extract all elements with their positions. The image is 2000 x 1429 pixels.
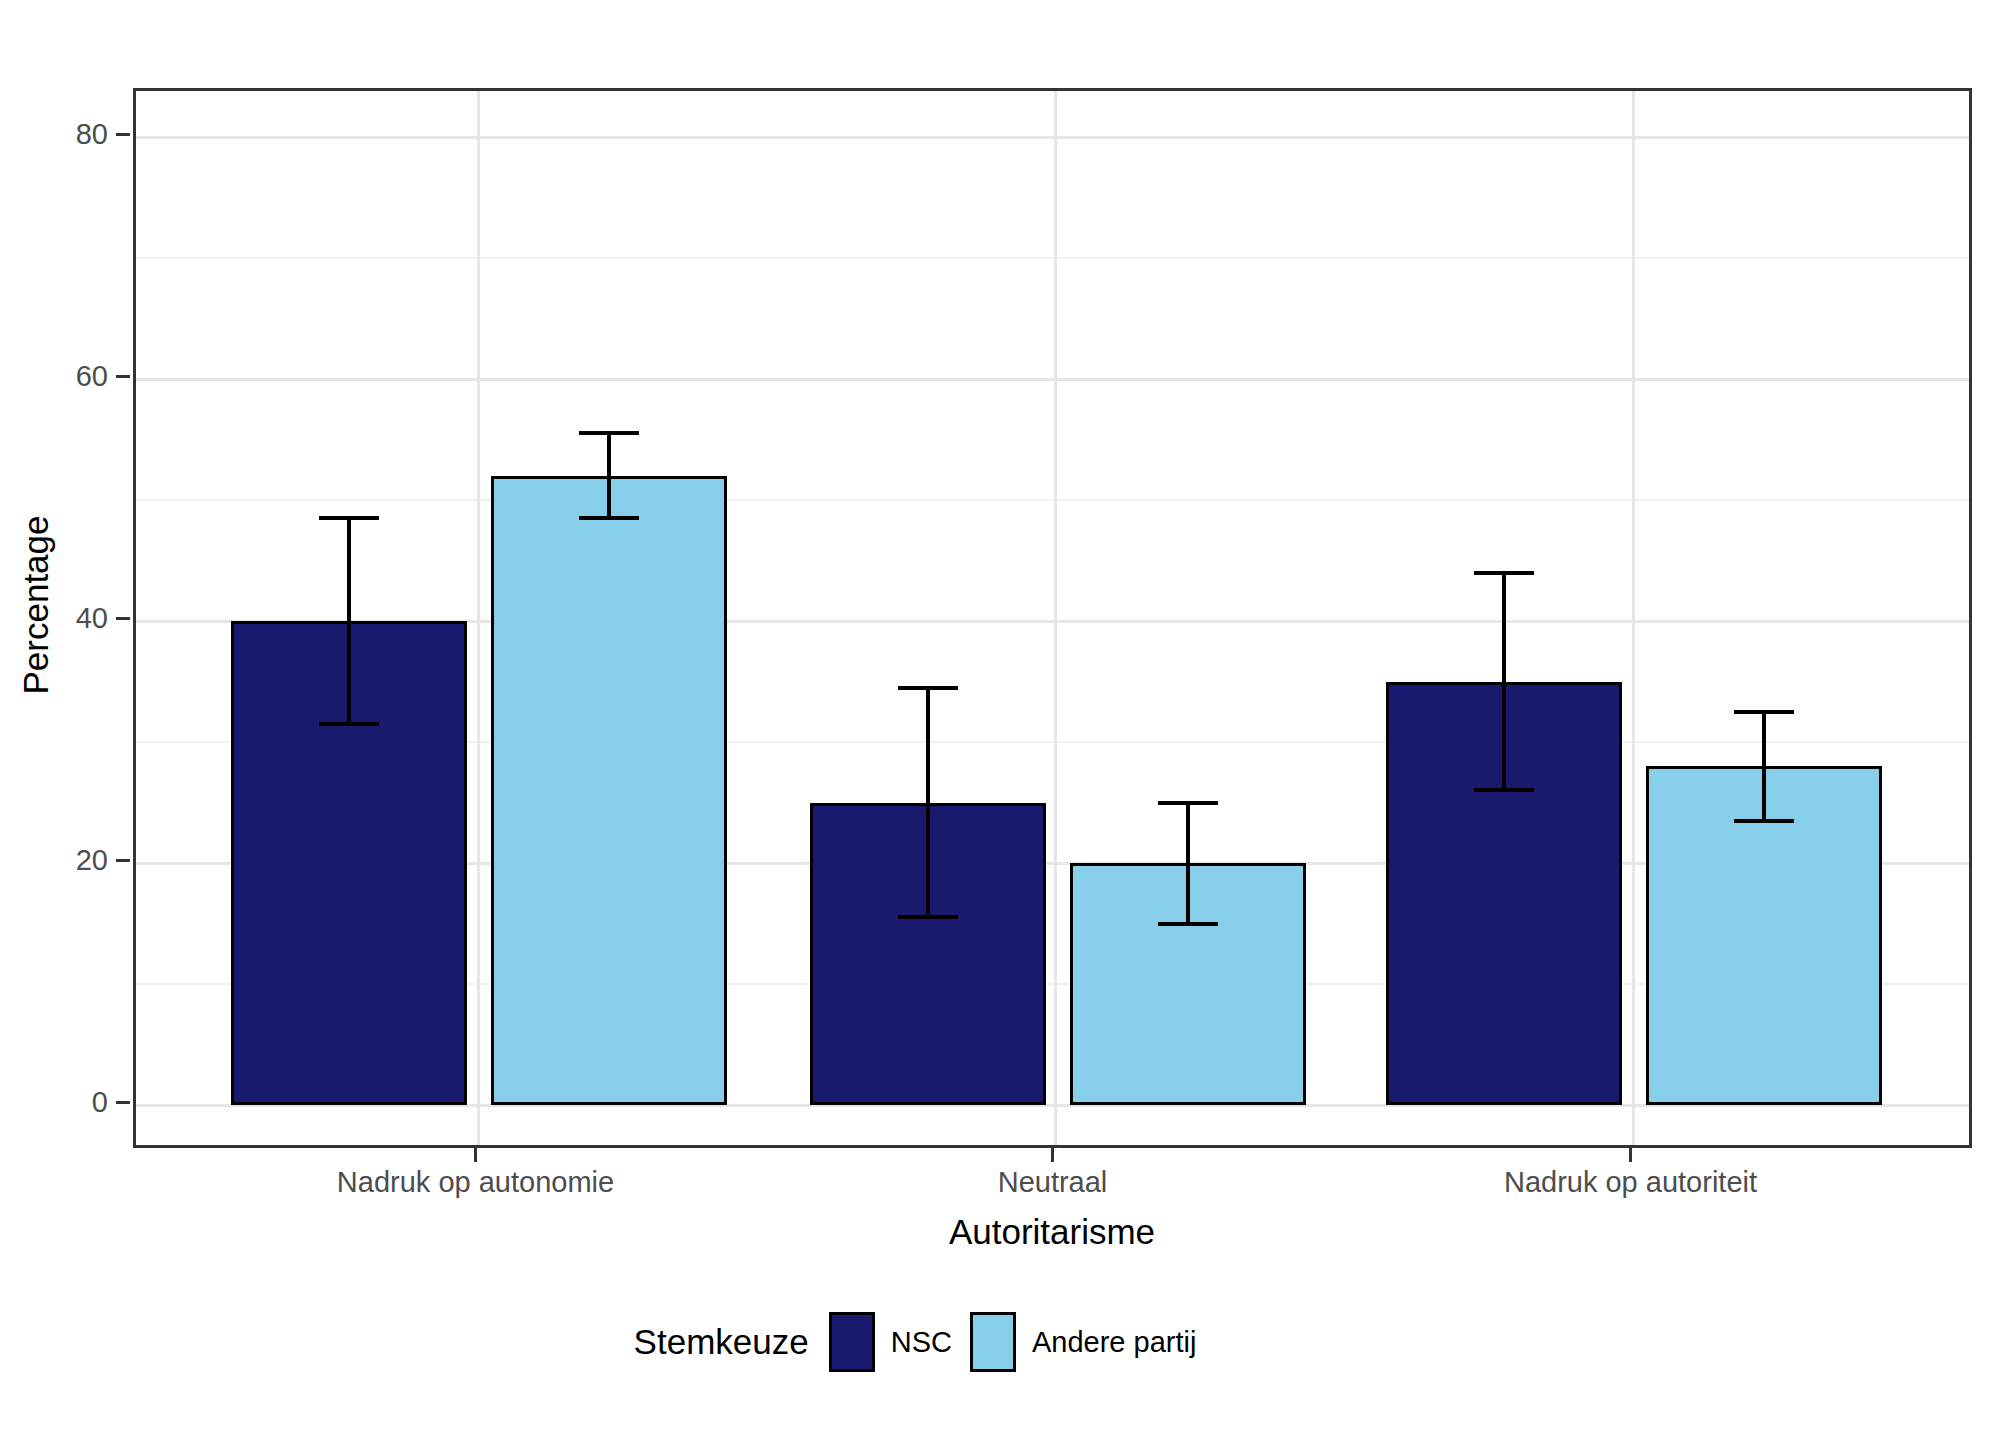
- y-tick-mark: [116, 133, 130, 136]
- legend-swatch: [829, 1312, 875, 1372]
- plot-panel: [133, 88, 1972, 1148]
- legend-item-andere-partij: Andere partij: [970, 1312, 1196, 1372]
- minor-gridline: [136, 257, 1969, 259]
- bar-chart-figure: Percentage 020406080 Nadruk op autonomie…: [0, 0, 2000, 1429]
- vertical-gridline: [477, 91, 480, 1145]
- error-bar-line: [926, 688, 930, 918]
- error-bar-cap: [1734, 819, 1794, 823]
- legend: Stemkeuze NSC Andere partij: [0, 1312, 1915, 1372]
- error-bar-cap: [1158, 801, 1218, 805]
- minor-gridline: [136, 499, 1969, 501]
- error-bar-line: [607, 433, 611, 518]
- vertical-gridline: [1054, 91, 1057, 1145]
- y-tick-label: 80: [28, 118, 108, 150]
- vertical-gridline: [1632, 91, 1635, 1145]
- legend-items: NSC Andere partij: [829, 1312, 1197, 1372]
- error-bar-cap: [1474, 788, 1534, 792]
- error-bar-line: [1502, 573, 1506, 791]
- y-tick-label: 20: [28, 844, 108, 876]
- error-bar-line: [347, 518, 351, 724]
- y-tick-label: 60: [28, 360, 108, 392]
- legend-label: NSC: [891, 1326, 952, 1359]
- error-bar-cap: [1734, 710, 1794, 714]
- error-bar-cap: [579, 516, 639, 520]
- error-bar-cap: [898, 915, 958, 919]
- error-bar-cap: [898, 686, 958, 690]
- y-tick-mark: [116, 859, 130, 862]
- major-gridline: [136, 136, 1969, 139]
- x-tick-label: Nadruk op autoriteit: [1504, 1166, 1757, 1199]
- y-tick-label: 0: [28, 1086, 108, 1118]
- legend-title: Stemkeuze: [634, 1322, 809, 1362]
- error-bar-cap: [1158, 922, 1218, 926]
- y-tick-label: 40: [28, 602, 108, 634]
- major-gridline: [136, 378, 1969, 381]
- y-tick-mark: [116, 1101, 130, 1104]
- x-tick-label: Neutraal: [998, 1166, 1108, 1199]
- x-axis-title: Autoritarisme: [949, 1212, 1155, 1252]
- y-tick-mark: [116, 375, 130, 378]
- legend-label: Andere partij: [1032, 1326, 1196, 1359]
- x-tick-label: Nadruk op autonomie: [337, 1166, 614, 1199]
- y-tick-mark: [116, 617, 130, 620]
- error-bar-cap: [319, 516, 379, 520]
- x-tick-mark: [474, 1148, 477, 1162]
- bar-andere-partij: [491, 476, 727, 1105]
- legend-item-nsc: NSC: [829, 1312, 952, 1372]
- x-tick-mark: [1629, 1148, 1632, 1162]
- error-bar-cap: [579, 431, 639, 435]
- error-bar-cap: [319, 722, 379, 726]
- error-bar-line: [1762, 712, 1766, 821]
- x-tick-mark: [1051, 1148, 1054, 1162]
- error-bar-line: [1186, 803, 1190, 924]
- legend-swatch: [970, 1312, 1016, 1372]
- error-bar-cap: [1474, 571, 1534, 575]
